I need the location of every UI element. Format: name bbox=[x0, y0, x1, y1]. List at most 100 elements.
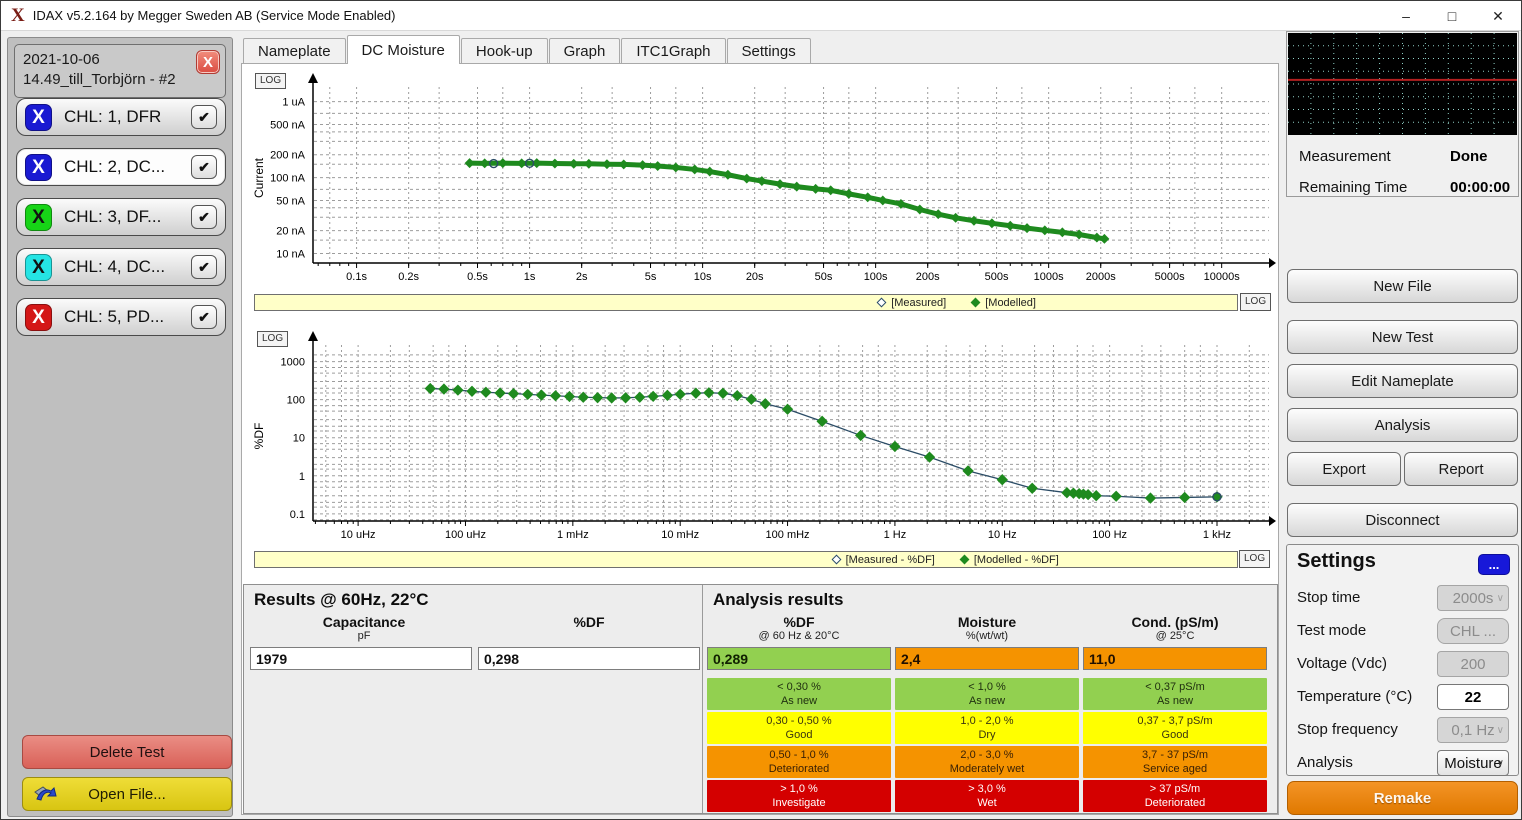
channel-item-3[interactable]: X CHL: 3, DF... ✔ bbox=[16, 198, 226, 236]
tab-hook-up[interactable]: Hook-up bbox=[461, 38, 548, 64]
svg-text:0.2s: 0.2s bbox=[398, 271, 419, 283]
file-name: 14.49_till_Torbjörn - #2 bbox=[23, 70, 217, 90]
file-card[interactable]: 2021-10-06 14.49_till_Torbjörn - #2 X bbox=[14, 44, 226, 98]
channel-checkbox[interactable]: ✔ bbox=[191, 205, 217, 229]
channel-label: CHL: 5, PD... bbox=[64, 307, 191, 327]
scale-cell: 0,37 - 3,7 pS/mGood bbox=[1083, 712, 1267, 744]
tab-graph[interactable]: Graph bbox=[549, 38, 621, 64]
svg-text:100s: 100s bbox=[864, 271, 888, 283]
legend-measured-df: [Measured - %DF] bbox=[846, 554, 935, 566]
analysis-cond-sub: @ 25°C bbox=[1083, 630, 1267, 642]
report-button[interactable]: Report bbox=[1404, 452, 1518, 486]
scale-cell: < 0,30 %As new bbox=[707, 678, 891, 710]
channel-x-icon[interactable]: X bbox=[25, 154, 52, 181]
temperature-label: Temperature (°C) bbox=[1297, 688, 1412, 705]
svg-text:2000s: 2000s bbox=[1086, 271, 1116, 283]
channel-x-icon[interactable]: X bbox=[25, 254, 52, 281]
tab-nameplate[interactable]: Nameplate bbox=[243, 38, 346, 64]
svg-text:0.1s: 0.1s bbox=[346, 271, 367, 283]
tab-settings[interactable]: Settings bbox=[727, 38, 811, 64]
channel-item-5[interactable]: X CHL: 5, PD... ✔ bbox=[16, 298, 226, 336]
remake-button[interactable]: Remake bbox=[1287, 781, 1518, 815]
new-file-button[interactable]: New File bbox=[1287, 269, 1518, 303]
analysis-moisture-value: 2,4 bbox=[895, 647, 1079, 670]
results-divider bbox=[702, 585, 703, 813]
channel-x-icon[interactable]: X bbox=[25, 204, 52, 231]
temperature-input[interactable]: 22 bbox=[1437, 684, 1509, 710]
analysis-df-value: 0,289 bbox=[707, 647, 891, 670]
svg-text:10s: 10s bbox=[694, 271, 712, 283]
file-close-button[interactable]: X bbox=[196, 50, 220, 74]
chevron-down-icon: ∨ bbox=[1497, 593, 1504, 604]
analysis-title: Analysis results bbox=[713, 590, 843, 610]
channel-x-icon[interactable]: X bbox=[25, 104, 52, 131]
analysis-mode-select[interactable]: Moisture∨ bbox=[1437, 750, 1509, 776]
svg-text:10 Hz: 10 Hz bbox=[988, 529, 1017, 541]
channel-checkbox[interactable]: ✔ bbox=[191, 305, 217, 329]
title-bar: X IDAX v5.2.164 by Megger Sweden AB (Ser… bbox=[1, 1, 1521, 31]
scale-cell: 1,0 - 2,0 %Dry bbox=[895, 712, 1079, 744]
svg-text:1000: 1000 bbox=[281, 357, 305, 369]
channel-checkbox[interactable]: ✔ bbox=[191, 105, 217, 129]
svg-text:1 Hz: 1 Hz bbox=[884, 529, 907, 541]
export-button[interactable]: Export bbox=[1287, 452, 1401, 486]
scale-cell: > 37 pS/mDeteriorated bbox=[1083, 780, 1267, 812]
svg-text:10 nA: 10 nA bbox=[276, 249, 305, 261]
svg-text:5000s: 5000s bbox=[1155, 271, 1185, 283]
analysis-cond-header: Cond. (pS/m) bbox=[1083, 614, 1267, 630]
analysis-mode-label: Analysis bbox=[1297, 754, 1353, 771]
settings-more-button[interactable]: ... bbox=[1478, 554, 1510, 575]
svg-text:%DF: %DF bbox=[252, 423, 266, 450]
open-file-button[interactable]: Open File... bbox=[22, 777, 232, 811]
log-toggle-top-right[interactable]: LOG bbox=[1240, 293, 1271, 311]
measurement-status-panel: Measurement Done Remaining Time 00:00:00 bbox=[1286, 31, 1519, 197]
channel-label: CHL: 4, DC... bbox=[64, 257, 191, 277]
analysis-moisture-header: Moisture bbox=[895, 614, 1079, 630]
channel-item-4[interactable]: X CHL: 4, DC... ✔ bbox=[16, 248, 226, 286]
maximize-button[interactable]: □ bbox=[1429, 1, 1475, 31]
scale-cell: > 1,0 %Investigate bbox=[707, 780, 891, 812]
disconnect-button[interactable]: Disconnect bbox=[1287, 503, 1518, 537]
chart2-legend: [Measured - %DF] [Modelled - %DF] bbox=[254, 551, 1238, 568]
log-toggle-bottom-right[interactable]: LOG bbox=[1239, 550, 1270, 568]
capacitance-unit: pF bbox=[274, 630, 454, 642]
chevron-down-icon: ∨ bbox=[1497, 758, 1504, 769]
channel-x-icon[interactable]: X bbox=[25, 304, 52, 331]
analysis-button[interactable]: Analysis bbox=[1287, 408, 1518, 442]
channel-item-1[interactable]: X CHL: 1, DFR ✔ bbox=[16, 98, 226, 136]
tab-itc1graph[interactable]: ITC1Graph bbox=[621, 38, 725, 64]
edit-nameplate-button[interactable]: Edit Nameplate bbox=[1287, 364, 1518, 398]
chevron-down-icon: ∨ bbox=[1497, 725, 1504, 736]
remaining-time-label: Remaining Time bbox=[1299, 179, 1407, 196]
stop-time-select: 2000s∨ bbox=[1437, 585, 1509, 611]
capacitance-value: 1979 bbox=[250, 647, 472, 670]
app-icon: X bbox=[11, 6, 25, 25]
svg-text:10 uHz: 10 uHz bbox=[341, 529, 376, 541]
window-controls: – □ ✕ bbox=[1383, 1, 1521, 31]
test-mode-button: CHL ... bbox=[1437, 618, 1509, 644]
measurement-status: Done bbox=[1450, 148, 1488, 165]
delete-test-button[interactable]: Delete Test bbox=[22, 735, 232, 769]
svg-text:50 nA: 50 nA bbox=[276, 195, 305, 207]
svg-text:100 Hz: 100 Hz bbox=[1092, 529, 1127, 541]
current-vs-time-chart: 0.1s0.2s0.5s1s2s5s10s20s50s100s200s500s1… bbox=[251, 69, 1277, 289]
results-panel: Results @ 60Hz, 22°C Capacitance pF %DF … bbox=[243, 584, 1278, 814]
legend-modelled-df: [Modelled - %DF] bbox=[974, 554, 1059, 566]
close-button[interactable]: ✕ bbox=[1475, 1, 1521, 31]
channel-item-2[interactable]: X CHL: 2, DC... ✔ bbox=[16, 148, 226, 186]
svg-text:100 uHz: 100 uHz bbox=[445, 529, 486, 541]
minimize-button[interactable]: – bbox=[1383, 1, 1429, 31]
tab-dc-moisture[interactable]: DC Moisture bbox=[347, 35, 460, 64]
file-date: 2021-10-06 bbox=[23, 50, 217, 70]
channel-checkbox[interactable]: ✔ bbox=[191, 255, 217, 279]
remaining-time-value: 00:00:00 bbox=[1450, 179, 1510, 196]
channel-checkbox[interactable]: ✔ bbox=[191, 155, 217, 179]
measurement-monitor bbox=[1288, 33, 1517, 135]
svg-text:1 mHz: 1 mHz bbox=[557, 529, 589, 541]
svg-text:Current: Current bbox=[252, 157, 266, 198]
new-test-button[interactable]: New Test bbox=[1287, 320, 1518, 354]
svg-text:1: 1 bbox=[299, 471, 305, 483]
svg-text:20s: 20s bbox=[746, 271, 764, 283]
modelled-df-marker-icon bbox=[959, 555, 969, 565]
svg-text:10: 10 bbox=[293, 433, 305, 445]
